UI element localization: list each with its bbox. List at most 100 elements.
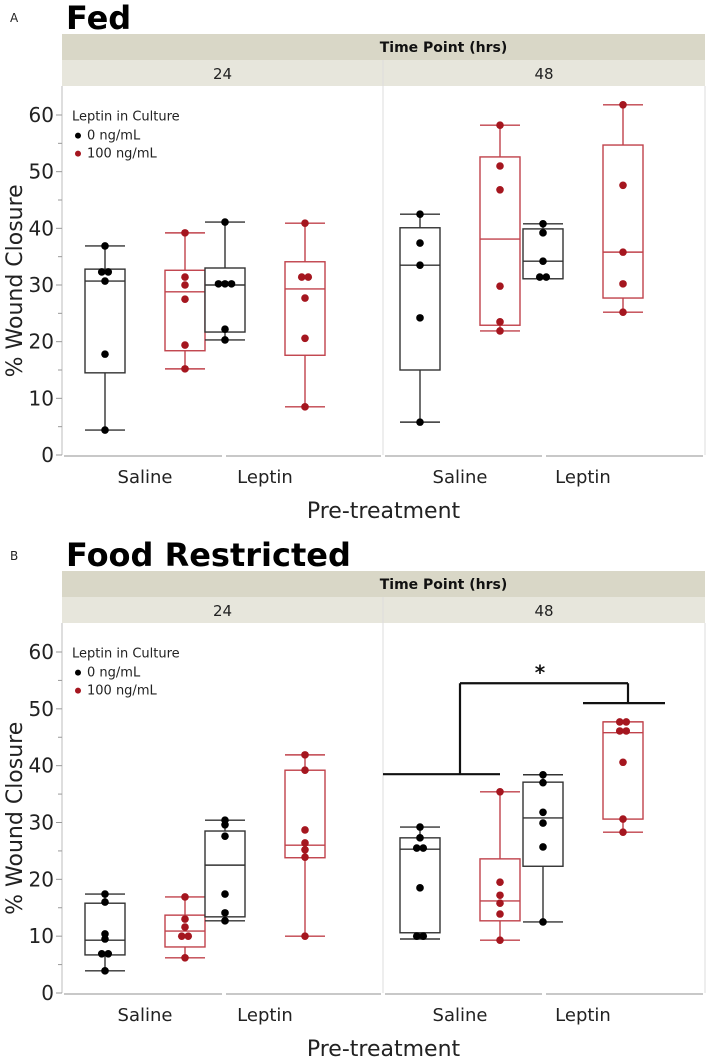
box-24-saline-100 [164, 893, 206, 962]
box-iqr [204, 830, 246, 918]
data-point [496, 186, 504, 194]
data-point [301, 845, 309, 854]
data-point [181, 915, 189, 923]
box-24-leptin-0 [204, 816, 246, 925]
box-24-saline-0 [84, 890, 126, 975]
box-24-leptin-0 [204, 218, 246, 344]
data-point [416, 239, 424, 247]
panel-title: Fed [66, 0, 131, 37]
data-point [419, 844, 428, 852]
facet-title: Time Point (hrs) [380, 577, 508, 593]
box-24-saline-100 [164, 229, 206, 373]
data-point [297, 273, 306, 281]
x-category-label: Leptin [555, 1005, 611, 1026]
box-24-leptin-100 [284, 751, 326, 940]
data-point [496, 318, 504, 326]
legend-entry: 100 ng/mL [87, 684, 157, 699]
box-iqr [204, 267, 246, 333]
y-tick-label: 0 [41, 443, 54, 467]
data-point [416, 314, 424, 322]
data-point [419, 932, 428, 940]
facet-title-strip [62, 34, 705, 60]
x-axis-title: Pre-treatment [307, 1037, 461, 1057]
data-point [615, 718, 624, 726]
x-category-label: Leptin [555, 467, 611, 488]
data-point [301, 932, 309, 940]
box-iqr [399, 227, 441, 371]
data-point [104, 949, 113, 958]
x-category-label: Saline [433, 1005, 488, 1026]
significance-star: * [535, 660, 546, 684]
box-iqr [602, 721, 644, 820]
x-category-label: Saline [118, 467, 173, 488]
data-point [416, 210, 424, 218]
data-point [221, 280, 229, 288]
data-point [301, 403, 309, 411]
data-point [619, 815, 627, 823]
data-point [101, 890, 109, 898]
data-point [181, 229, 189, 237]
data-point [177, 932, 186, 940]
data-point [181, 953, 189, 962]
data-point [535, 273, 544, 281]
data-point [221, 832, 229, 840]
data-point [496, 891, 504, 900]
y-tick-label: 30 [29, 811, 54, 835]
box-iqr [479, 858, 521, 922]
data-point [496, 878, 504, 886]
facet-label-48: 48 [534, 602, 553, 620]
data-point [619, 280, 627, 288]
data-point [301, 751, 309, 759]
data-point [301, 826, 309, 834]
data-point [301, 294, 309, 302]
data-point [181, 341, 189, 349]
facet-label-24: 24 [213, 65, 232, 83]
data-point [416, 261, 424, 269]
y-tick-label: 30 [29, 273, 54, 297]
facet-title: Time Point (hrs) [380, 40, 508, 56]
data-point [184, 932, 193, 940]
data-point [539, 819, 547, 827]
data-point [181, 365, 189, 373]
x-category-label: Saline [433, 467, 488, 488]
significance-bracket: * [383, 660, 665, 776]
legend-marker-red-icon [75, 150, 81, 157]
data-point [496, 936, 504, 944]
data-point [221, 325, 229, 334]
legend: Leptin in Culture 0 ng/mL 100 ng/mL [72, 647, 180, 699]
box-48-saline-0 [399, 823, 441, 940]
box-48-leptin-0 [522, 770, 564, 926]
x-category-label: Saline [118, 1005, 173, 1026]
box-48-leptin-100 [602, 101, 644, 317]
data-point [539, 778, 547, 787]
data-point [221, 890, 229, 898]
box-48-saline-100 [479, 121, 521, 335]
data-point [619, 828, 627, 836]
data-point [221, 820, 229, 829]
y-tick-label: 20 [29, 330, 54, 354]
y-tick-label: 40 [29, 754, 54, 778]
data-point [542, 273, 551, 281]
data-point [97, 268, 106, 276]
data-point [301, 839, 309, 847]
x-category-label: Leptin [237, 1005, 293, 1026]
x-category-label: Leptin [237, 467, 293, 488]
data-point [104, 268, 113, 276]
data-point [181, 295, 189, 303]
data-point [416, 823, 424, 831]
data-point [221, 218, 229, 226]
data-point [181, 923, 189, 931]
data-point [101, 277, 109, 285]
box-iqr [602, 144, 644, 299]
box-48-leptin-100 [602, 718, 644, 836]
y-tick-label: 50 [29, 697, 54, 721]
data-point [622, 727, 631, 735]
data-point [496, 899, 504, 908]
data-point [301, 334, 309, 343]
data-point [615, 727, 624, 735]
panel-a: A Fed Time Point (hrs) 24 48 0 10 20 30 40 50 60 % W… [3, 0, 706, 524]
data-point [496, 121, 504, 129]
data-point [412, 844, 421, 852]
data-point [619, 101, 627, 109]
y-axis-title: % Wound Closure [3, 722, 28, 915]
